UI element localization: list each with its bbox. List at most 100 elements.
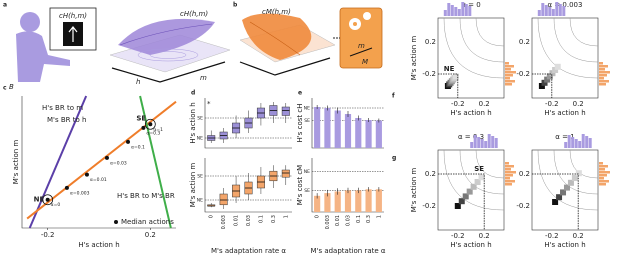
bar bbox=[355, 190, 362, 212]
y-tick-label: 0.2 bbox=[519, 38, 530, 46]
marginal-h bbox=[487, 134, 491, 148]
heat-cell bbox=[552, 199, 559, 205]
heat-cell bbox=[458, 198, 465, 205]
x-tick-label: 0.2 bbox=[573, 232, 584, 240]
marginal-h bbox=[484, 141, 488, 148]
panel-letter: f bbox=[392, 93, 395, 100]
panel-letter: a bbox=[3, 2, 7, 9]
contour bbox=[443, 17, 505, 79]
marginal-h bbox=[544, 5, 548, 16]
heat-cell bbox=[462, 193, 469, 200]
equilibrium-label: NE bbox=[34, 196, 45, 204]
y-tick-label: NE bbox=[197, 198, 203, 204]
marginal-m bbox=[505, 80, 515, 83]
equilibrium-ring bbox=[42, 194, 54, 206]
contour bbox=[443, 149, 505, 211]
bar bbox=[375, 189, 382, 212]
subplot-title: α = 0.3 bbox=[458, 133, 484, 141]
marginal-h bbox=[548, 7, 552, 16]
y-axis-label: H's cost cH bbox=[296, 104, 304, 143]
heat-cell bbox=[575, 170, 582, 177]
x-tick-label: -0.2 bbox=[545, 100, 559, 108]
marginal-h bbox=[470, 142, 474, 148]
person-illustration bbox=[16, 12, 70, 82]
x-axis-label: H's action h bbox=[450, 241, 491, 249]
y-tick-label: NE bbox=[197, 136, 203, 142]
marginal-h bbox=[473, 135, 477, 148]
x-tick-label: -0.2 bbox=[545, 232, 559, 240]
median-point bbox=[64, 185, 69, 190]
x-tick-label: 0.2 bbox=[145, 231, 156, 239]
cost-surface-m bbox=[239, 13, 336, 76]
marginal-h bbox=[578, 141, 582, 148]
median-point bbox=[141, 125, 146, 130]
marginal-h bbox=[491, 136, 495, 148]
x-tick-label: 0.2 bbox=[573, 100, 584, 108]
bar bbox=[365, 120, 372, 148]
panel-letter: b bbox=[233, 2, 238, 9]
y-axis-label: M's action m bbox=[12, 140, 20, 185]
marginal-h bbox=[558, 4, 562, 16]
x-tick-label: 0.1 bbox=[258, 215, 264, 223]
contour bbox=[553, 17, 599, 63]
marginal-m bbox=[599, 77, 604, 80]
x-tick-label: 0.03 bbox=[246, 215, 252, 226]
y-tick-label: 0.2 bbox=[519, 170, 530, 178]
x-tick-label: -0.2 bbox=[451, 100, 465, 108]
marginal-m bbox=[599, 62, 603, 65]
marginal-m bbox=[599, 71, 610, 74]
bar bbox=[314, 107, 321, 148]
marginal-m bbox=[599, 183, 606, 186]
marginal-h bbox=[468, 6, 472, 16]
bar bbox=[334, 191, 341, 212]
x-tick-label: 1 bbox=[376, 215, 382, 218]
marginal-m bbox=[599, 168, 605, 171]
marginal-m bbox=[505, 168, 511, 171]
y-tick-label: SE bbox=[197, 174, 203, 180]
median-point bbox=[126, 139, 131, 144]
x-tick-label: 1 bbox=[283, 215, 289, 218]
y-tick-label: 0.2 bbox=[425, 38, 436, 46]
median-point bbox=[148, 122, 153, 127]
x-tick-label: 0.003 bbox=[221, 215, 227, 229]
label-m: m bbox=[358, 42, 365, 50]
surface-label: cH(h,m) bbox=[180, 10, 208, 18]
marginal-h bbox=[574, 139, 578, 148]
x-axis-label: M's adaptation rate α bbox=[310, 247, 385, 255]
line-label: H's BR to M's BR bbox=[117, 192, 175, 200]
x-axis-label: H's action h bbox=[544, 109, 585, 117]
marginal-m bbox=[599, 177, 604, 180]
alpha-label: α=0.3 bbox=[146, 130, 160, 136]
subplot-title: α = 1 bbox=[555, 133, 574, 141]
axis-m: m bbox=[200, 74, 207, 82]
line-label: H's BR to m bbox=[42, 104, 83, 112]
y-axis-label: M's action m bbox=[410, 168, 418, 213]
x-axis-label: H's action h bbox=[78, 241, 119, 249]
heat-cell bbox=[549, 70, 556, 77]
marginal-m bbox=[505, 162, 509, 165]
bar bbox=[334, 110, 341, 148]
y-axis-label: M's action m bbox=[189, 163, 197, 208]
axes bbox=[21, 96, 176, 229]
heat-cell bbox=[571, 175, 578, 181]
heat-cell bbox=[556, 194, 563, 201]
surface-label: cM(h,m) bbox=[262, 8, 291, 16]
bar bbox=[375, 120, 382, 148]
marginal-m bbox=[599, 174, 607, 177]
machine-box bbox=[339, 7, 383, 69]
br-line bbox=[26, 100, 177, 220]
marginal-m bbox=[505, 62, 509, 65]
heat-cell bbox=[538, 83, 545, 89]
equilibrium-label: NE bbox=[444, 65, 455, 73]
marginal-h bbox=[567, 135, 571, 148]
box bbox=[281, 169, 290, 178]
marginal-m bbox=[505, 180, 515, 183]
alpha-label: α=1 bbox=[153, 127, 163, 133]
marginal-h bbox=[564, 142, 568, 148]
bar bbox=[314, 195, 321, 212]
x-tick-label: 0.1 bbox=[356, 215, 362, 223]
marginal-m bbox=[505, 171, 516, 174]
heat-cell bbox=[563, 184, 570, 191]
label-b: B bbox=[9, 83, 14, 91]
br-line bbox=[139, 95, 172, 229]
